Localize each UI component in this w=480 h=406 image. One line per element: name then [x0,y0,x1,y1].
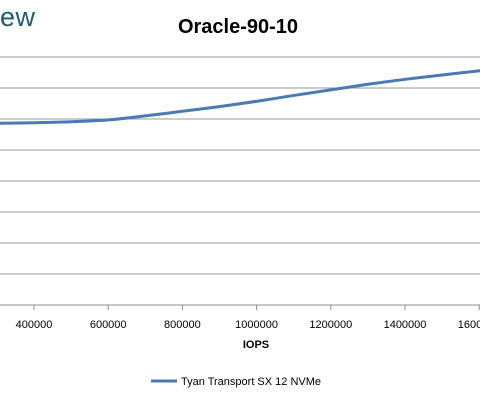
x-tick-label: 1200000 [309,319,352,331]
x-tick-label: 1400000 [384,319,427,331]
series-line [0,69,480,125]
x-tick-label: 1000000 [235,319,278,331]
x-tick-label: 400000 [16,319,53,331]
x-tick-label: 800000 [164,319,201,331]
x-axis-tick-labels: 400000 600000 800000 1000000 1200000 1400000 1… [16,305,480,331]
gridlines [0,56,480,306]
legend: Tyan Transport SX 12 NVMe [151,376,321,388]
x-tick-label: 600000 [90,319,127,331]
series-layer [0,69,480,125]
chart-title: Oracle-90-10 [178,16,298,38]
x-axis-label: IOPS [243,339,269,351]
brand-logo-text: ew [0,2,36,32]
x-tick-label: 1600000 [458,319,480,331]
legend-label: Tyan Transport SX 12 NVMe [181,376,321,388]
